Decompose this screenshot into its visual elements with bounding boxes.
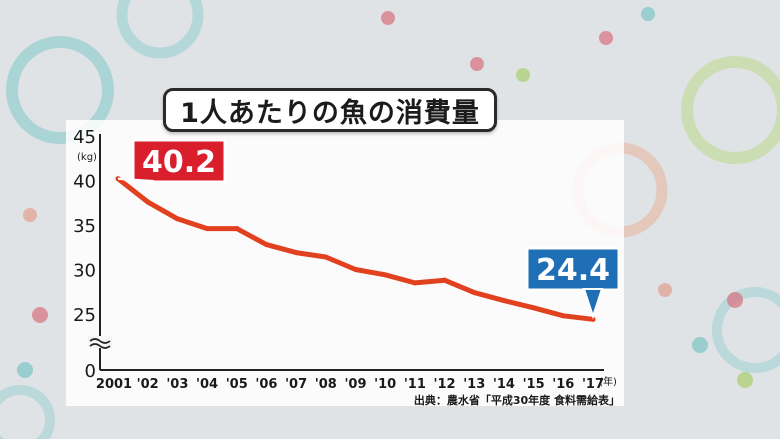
x-tick-label: '03 bbox=[166, 377, 188, 392]
y-unit-label: (kg) bbox=[77, 152, 97, 163]
data-point bbox=[353, 267, 358, 272]
end-callout-pointer bbox=[582, 288, 604, 320]
data-point bbox=[501, 298, 507, 304]
x-tick-label: '15 bbox=[523, 377, 545, 392]
data-point bbox=[174, 216, 180, 222]
series-line bbox=[115, 176, 596, 322]
data-point bbox=[560, 313, 566, 319]
x-tick-label: '07 bbox=[285, 377, 307, 392]
end-value-callout: 24.4 bbox=[525, 246, 621, 320]
x-unit-label: (年) bbox=[599, 375, 617, 388]
y-tick-label: 25 bbox=[73, 305, 96, 326]
x-tick-label: '05 bbox=[226, 377, 248, 392]
chart-title: 1人あたりの魚の消費量 bbox=[180, 97, 480, 129]
x-tick-label: '04 bbox=[196, 377, 218, 392]
x-tick-label: '06 bbox=[255, 377, 277, 392]
x-tick-label: '02 bbox=[137, 377, 159, 392]
y-tick-label: 40 bbox=[73, 172, 96, 193]
data-point bbox=[442, 277, 448, 283]
end-callout-text: 24.4 bbox=[536, 253, 610, 288]
x-tick-label: '17 bbox=[582, 377, 604, 392]
y-tick-labels: 0 25 30 35 40 45 bbox=[73, 127, 96, 382]
data-point bbox=[293, 250, 299, 256]
y-tick-label: 30 bbox=[73, 261, 96, 282]
data-point bbox=[204, 226, 210, 232]
x-tick-label: '14 bbox=[493, 377, 515, 392]
data-point bbox=[323, 254, 329, 260]
start-callout-pointer bbox=[117, 177, 155, 182]
x-tick-label: '13 bbox=[463, 377, 485, 392]
y-tick-label: 0 bbox=[85, 361, 96, 382]
x-tick-label: '09 bbox=[344, 377, 366, 392]
y-tick-label: 35 bbox=[73, 216, 96, 237]
x-tick-label: '12 bbox=[434, 377, 456, 392]
start-callout-box bbox=[131, 138, 227, 184]
x-tick-label: '11 bbox=[404, 377, 426, 392]
data-point bbox=[412, 280, 418, 286]
source-note: 出典：農水省「平成30年度 食料需給表」 bbox=[414, 393, 620, 407]
data-point bbox=[234, 226, 240, 232]
end-callout-box bbox=[525, 246, 621, 292]
data-point bbox=[531, 305, 537, 311]
x-tick-label: 2001 bbox=[96, 377, 132, 392]
start-callout-text: 40.2 bbox=[142, 145, 216, 180]
x-tick-label: '10 bbox=[374, 377, 396, 392]
x-tick-label: '16 bbox=[552, 377, 574, 392]
data-point bbox=[145, 199, 151, 205]
series-points bbox=[115, 176, 596, 322]
title-box: 1人あたりの魚の消費量 bbox=[163, 88, 497, 132]
x-tick-labels: 2001 '02 '03 '04 '05 '06 '07 '08 '09 '10 '11 '12 '13… bbox=[96, 377, 604, 392]
axis-break-mark bbox=[88, 336, 112, 349]
start-value-callout: 40.2 bbox=[117, 138, 227, 184]
data-point bbox=[263, 242, 269, 248]
axes bbox=[88, 134, 604, 371]
data-point bbox=[471, 290, 477, 296]
y-tick-label: 45 bbox=[73, 127, 96, 148]
x-tick-label: '08 bbox=[315, 377, 337, 392]
data-point bbox=[382, 272, 388, 278]
